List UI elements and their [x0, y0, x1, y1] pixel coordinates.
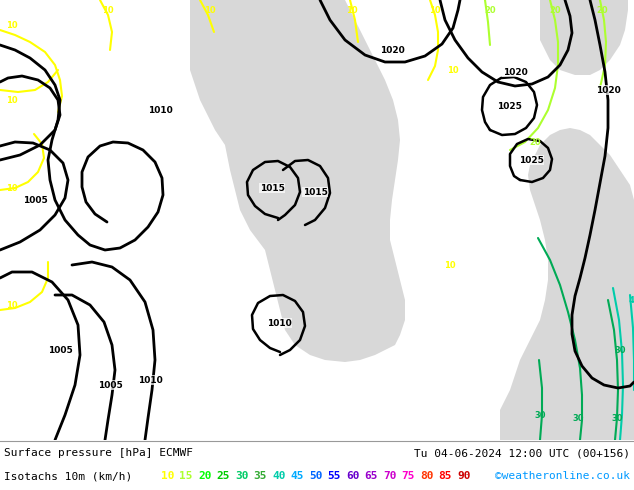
Text: 1015: 1015 — [302, 188, 327, 196]
Polygon shape — [540, 0, 628, 75]
Text: 40: 40 — [628, 295, 634, 304]
Text: 65: 65 — [365, 471, 378, 481]
Text: 10: 10 — [204, 5, 216, 15]
Text: 90: 90 — [457, 471, 470, 481]
Text: 1025: 1025 — [519, 155, 543, 165]
Text: 30: 30 — [534, 411, 546, 419]
Text: 30: 30 — [573, 414, 584, 422]
Text: 1010: 1010 — [148, 105, 172, 115]
Polygon shape — [500, 128, 634, 440]
Polygon shape — [190, 0, 405, 362]
Text: Tu 04-06-2024 12:00 UTC (00+156): Tu 04-06-2024 12:00 UTC (00+156) — [414, 448, 630, 458]
Text: 30: 30 — [611, 414, 623, 422]
Text: 35: 35 — [254, 471, 267, 481]
Text: ©weatheronline.co.uk: ©weatheronline.co.uk — [495, 471, 630, 481]
Text: 10: 10 — [161, 471, 174, 481]
Text: 10: 10 — [447, 66, 459, 74]
Text: 10: 10 — [6, 183, 18, 193]
Text: 15: 15 — [179, 471, 193, 481]
Text: 75: 75 — [401, 471, 415, 481]
Text: 1025: 1025 — [496, 101, 521, 111]
Text: 1020: 1020 — [595, 85, 621, 95]
Text: 60: 60 — [346, 471, 359, 481]
Text: Surface pressure [hPa] ECMWF: Surface pressure [hPa] ECMWF — [4, 448, 193, 458]
Text: 10: 10 — [429, 5, 441, 15]
Text: 50: 50 — [309, 471, 323, 481]
Text: 20: 20 — [198, 471, 212, 481]
Text: 25: 25 — [216, 471, 230, 481]
Text: 30: 30 — [235, 471, 249, 481]
Text: 20: 20 — [549, 5, 561, 15]
Text: 1005: 1005 — [98, 381, 122, 390]
Text: Isotachs 10m (km/h): Isotachs 10m (km/h) — [4, 471, 133, 481]
Text: 70: 70 — [383, 471, 396, 481]
Text: 10: 10 — [6, 96, 18, 104]
Text: 1005: 1005 — [48, 345, 72, 354]
Text: 1010: 1010 — [267, 318, 292, 327]
Text: 85: 85 — [439, 471, 452, 481]
Text: 1005: 1005 — [23, 196, 48, 204]
Text: 20: 20 — [596, 5, 608, 15]
Text: 45: 45 — [290, 471, 304, 481]
Text: 40: 40 — [272, 471, 285, 481]
Text: 1020: 1020 — [503, 68, 527, 76]
Text: 1020: 1020 — [380, 46, 404, 54]
Text: 10: 10 — [102, 5, 114, 15]
Text: 10: 10 — [346, 5, 358, 15]
Text: 20: 20 — [484, 5, 496, 15]
Text: 80: 80 — [420, 471, 434, 481]
Text: 30: 30 — [614, 345, 626, 354]
Text: 20: 20 — [529, 138, 541, 147]
Text: 10: 10 — [6, 300, 18, 310]
Text: 1010: 1010 — [138, 375, 162, 385]
Text: 55: 55 — [328, 471, 341, 481]
Text: 10: 10 — [444, 261, 456, 270]
Text: 10: 10 — [6, 21, 18, 29]
Text: 1015: 1015 — [259, 183, 285, 193]
